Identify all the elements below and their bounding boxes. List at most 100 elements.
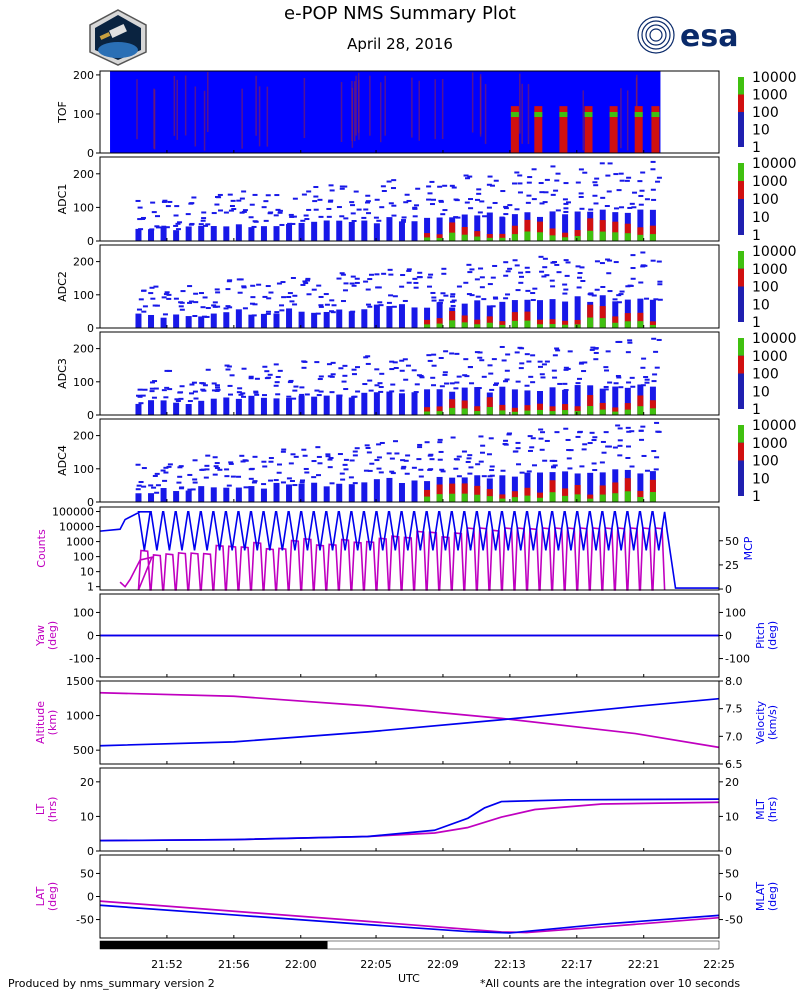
adc-column: [210, 313, 217, 328]
adc-column: [298, 311, 305, 328]
panel-ylabel-left: LAT: [34, 886, 47, 906]
colorbar-label: 1000: [752, 436, 788, 452]
adc-speck: [451, 299, 457, 302]
adc-column: [474, 387, 481, 415]
adc-speck: [544, 178, 550, 181]
adc-column: [386, 217, 393, 241]
adc-speck: [305, 277, 311, 280]
adc-speck: [368, 273, 374, 276]
adc-speck: [431, 353, 437, 356]
panel-ylabel-left: (deg): [46, 621, 59, 650]
adc-speck: [135, 463, 141, 466]
adc-speck: [225, 305, 231, 308]
adc-speck: [381, 190, 387, 193]
adc-speck: [164, 369, 170, 372]
adc-speck: [464, 201, 470, 204]
adc-speck: [266, 297, 272, 300]
adc-speck: [164, 291, 170, 294]
adc-speck: [356, 208, 362, 211]
x-tick-label: 21:56: [218, 958, 250, 971]
adc-speck: [487, 283, 493, 286]
tof-hot-band-peak: [510, 112, 519, 117]
adc-column: [511, 389, 518, 415]
adc-hot: [649, 400, 656, 415]
adc-speck: [625, 456, 631, 459]
adc-speck: [225, 368, 231, 371]
adc-speck: [429, 180, 435, 183]
adc-column: [361, 392, 368, 415]
x-tick-label: 22:13: [494, 958, 526, 971]
adc-speck: [187, 400, 193, 403]
adc-speck: [565, 367, 571, 370]
adc-speck: [542, 257, 548, 260]
adc-hot: [424, 233, 431, 241]
adc-speck: [275, 375, 281, 378]
adc-speck: [203, 224, 209, 227]
adc-speck: [489, 184, 495, 187]
y-tick-label: 100: [73, 201, 94, 214]
adc-speck: [429, 203, 435, 206]
panel-altitude-velocity: 500 1000 1500 6.5 7.0 7.5 8.0: [66, 675, 743, 771]
adc-speck: [486, 453, 492, 456]
adc-speck: [412, 277, 418, 280]
adc-speck: [140, 217, 146, 220]
adc-speck: [401, 216, 407, 219]
lt-series: [99, 801, 720, 842]
adc-speck: [565, 438, 571, 441]
adc-speck: [163, 396, 169, 399]
adc-speck: [376, 219, 382, 222]
adc-hot: [637, 227, 644, 241]
adc-speck: [530, 299, 536, 302]
adc-speck: [227, 279, 233, 282]
adc-speck: [352, 482, 358, 485]
adc-speck: [606, 272, 612, 275]
adc-speck: [479, 359, 485, 362]
adc-speck: [442, 371, 448, 374]
adc-column: [474, 215, 481, 241]
adc-speck: [161, 225, 167, 228]
adc-speck: [519, 362, 525, 365]
adc-speck: [374, 198, 380, 201]
adc-speck: [193, 301, 199, 304]
adc-hot: [612, 316, 619, 328]
adc-speck: [392, 295, 398, 298]
adc-column: [436, 217, 443, 241]
adc-column: [185, 226, 192, 241]
adc-speck: [626, 381, 632, 384]
adc-speck: [427, 192, 433, 195]
panel-ylabel-right: Pitch: [754, 622, 767, 649]
adc-speck: [599, 461, 605, 464]
adc-speck: [554, 431, 560, 434]
adc-column: [499, 217, 506, 241]
colorbar-label: 100: [752, 105, 779, 121]
adc-speck: [317, 378, 323, 381]
adc-speck: [639, 438, 645, 441]
adc-speck: [589, 348, 595, 351]
adc-hot-core: [486, 322, 493, 328]
adc-speck: [515, 441, 521, 444]
adc-speck: [490, 305, 496, 308]
adc-speck: [342, 289, 348, 292]
adc-speck: [562, 382, 568, 385]
adc-speck: [455, 216, 461, 219]
adc-speck: [430, 291, 436, 294]
adc-speck: [442, 373, 448, 376]
adc-hot: [436, 484, 443, 502]
adc-column: [235, 309, 242, 328]
adc-speck: [467, 175, 473, 178]
adc-column: [524, 390, 531, 415]
adc-speck: [416, 458, 422, 461]
adc-speck: [528, 375, 534, 378]
adc-hot: [474, 485, 481, 502]
tof-streak: [418, 80, 420, 141]
adc-speck: [594, 177, 600, 180]
colorbar-blue: [738, 373, 744, 409]
adc-hot-core: [599, 409, 606, 415]
adc-speck: [525, 289, 531, 292]
adc-speck: [588, 208, 594, 211]
adc-column: [198, 486, 205, 502]
adc-speck: [581, 370, 587, 373]
adc-hot: [637, 312, 644, 328]
